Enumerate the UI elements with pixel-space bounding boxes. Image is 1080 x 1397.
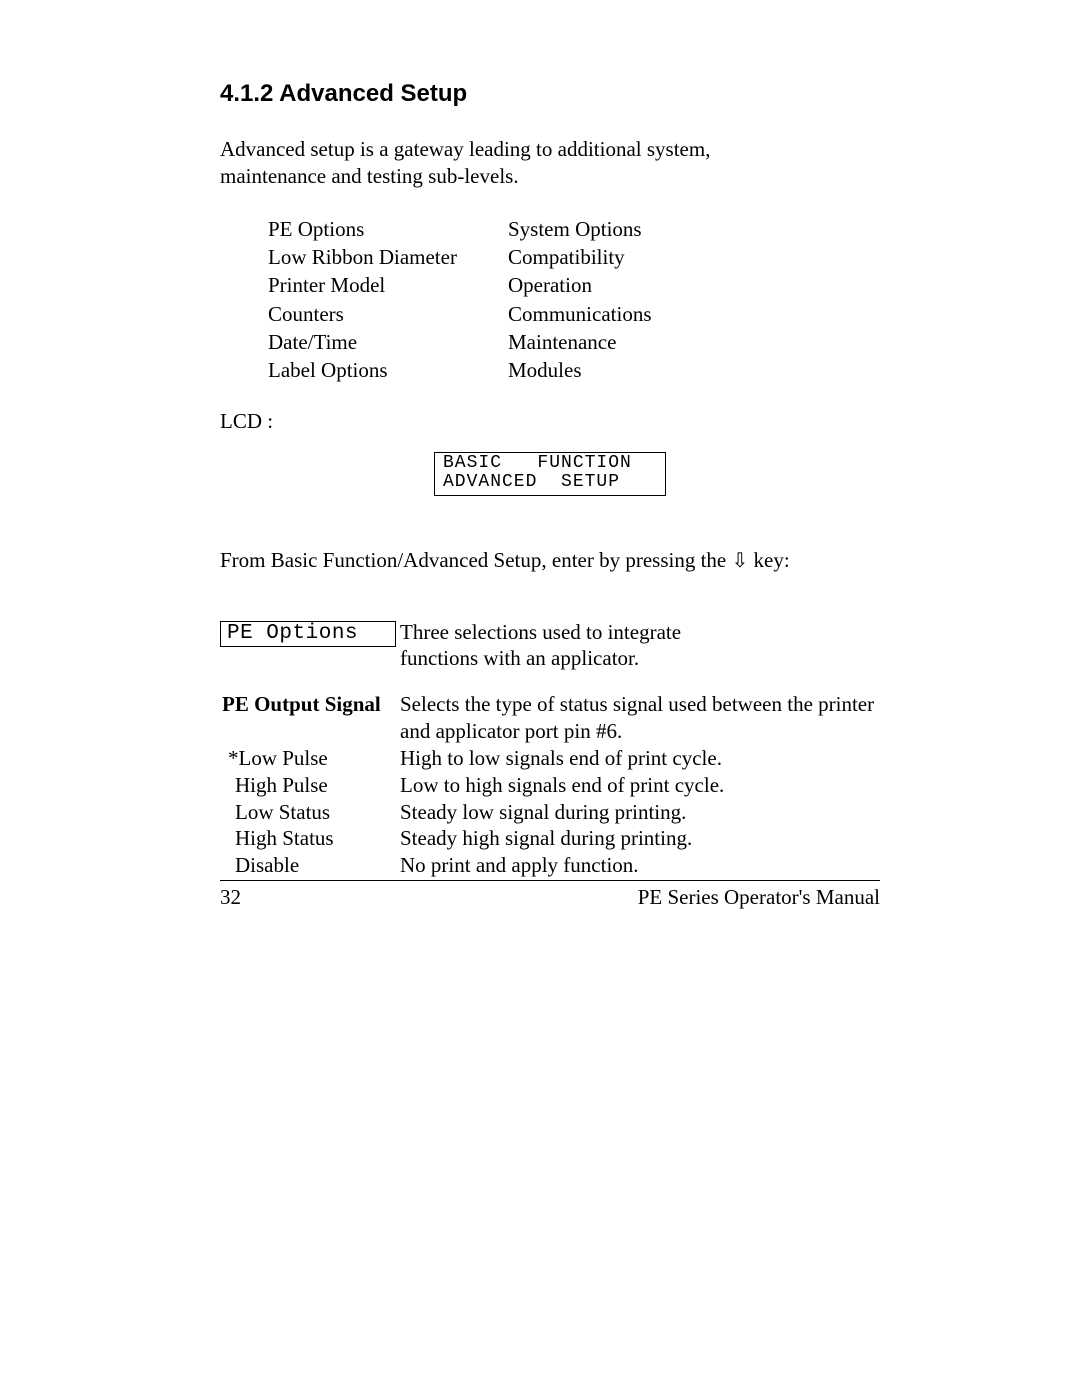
signal-label: Disable xyxy=(220,852,400,879)
signal-label: Low Status xyxy=(220,799,400,826)
signal-desc: No print and apply function. xyxy=(400,852,880,879)
signal-label: *Low Pulse xyxy=(220,745,400,772)
down-arrow-icon: ⇩ xyxy=(732,550,749,572)
option-item: Communications xyxy=(508,300,748,328)
pe-options-left: PE Options xyxy=(220,619,400,647)
section-heading: 4.1.2 Advanced Setup xyxy=(220,80,880,108)
option-item: Counters xyxy=(268,300,508,328)
signal-label: High Pulse xyxy=(220,772,400,799)
signal-desc: Low to high signals end of print cycle. xyxy=(400,772,880,799)
from-instruction: From Basic Function/Advanced Setup, ente… xyxy=(220,548,880,573)
from-text-post: key: xyxy=(748,548,789,572)
pe-output-signal-label: PE Output Signal xyxy=(220,691,400,718)
option-item: PE Options xyxy=(268,215,508,243)
signal-descs-column: Selects the type of status signal used b… xyxy=(400,691,880,879)
option-item: Modules xyxy=(508,356,748,384)
signal-desc: Steady high signal during printing. xyxy=(400,825,880,852)
option-item: Label Options xyxy=(268,356,508,384)
signal-label-spacer xyxy=(220,718,400,745)
from-text-pre: From Basic Function/Advanced Setup, ente… xyxy=(220,548,732,572)
option-item: Maintenance xyxy=(508,328,748,356)
option-item: Compatibility xyxy=(508,243,748,271)
option-item: Low Ribbon Diameter xyxy=(268,243,508,271)
pe-options-description: Three selections used to integrate funct… xyxy=(400,619,740,672)
lcd-line-1: BASIC FUNCTION xyxy=(443,453,632,473)
page-number: 32 xyxy=(220,885,241,910)
lcd-display: BASIC FUNCTION ADVANCED SETUP xyxy=(434,452,666,496)
manual-title: PE Series Operator's Manual xyxy=(638,885,880,910)
options-column-left: PE OptionsLow Ribbon DiameterPrinter Mod… xyxy=(268,215,508,385)
pe-output-signal-desc: Selects the type of status signal used b… xyxy=(400,691,880,745)
lcd-line-2: ADVANCED SETUP xyxy=(443,472,620,492)
pe-options-row: PE Options Three selections used to inte… xyxy=(220,619,880,672)
pe-output-signal-table: PE Output Signal *Low PulseHigh PulseLow… xyxy=(220,691,880,879)
intro-paragraph: Advanced setup is a gateway leading to a… xyxy=(220,136,760,191)
option-item: Operation xyxy=(508,271,748,299)
option-item: System Options xyxy=(508,215,748,243)
pe-options-box: PE Options xyxy=(220,621,396,647)
signal-desc: High to low signals end of print cycle. xyxy=(400,745,880,772)
page-footer: 32 PE Series Operator's Manual xyxy=(220,880,880,910)
options-two-column: PE OptionsLow Ribbon DiameterPrinter Mod… xyxy=(268,215,880,385)
options-column-right: System OptionsCompatibilityOperationComm… xyxy=(508,215,748,385)
option-item: Date/Time xyxy=(268,328,508,356)
signal-label: High Status xyxy=(220,825,400,852)
signal-desc: Steady low signal during printing. xyxy=(400,799,880,826)
signal-labels-column: PE Output Signal *Low PulseHigh PulseLow… xyxy=(220,691,400,879)
option-item: Printer Model xyxy=(268,271,508,299)
lcd-label: LCD : xyxy=(220,409,880,434)
page: 4.1.2 Advanced Setup Advanced setup is a… xyxy=(0,0,1080,1397)
